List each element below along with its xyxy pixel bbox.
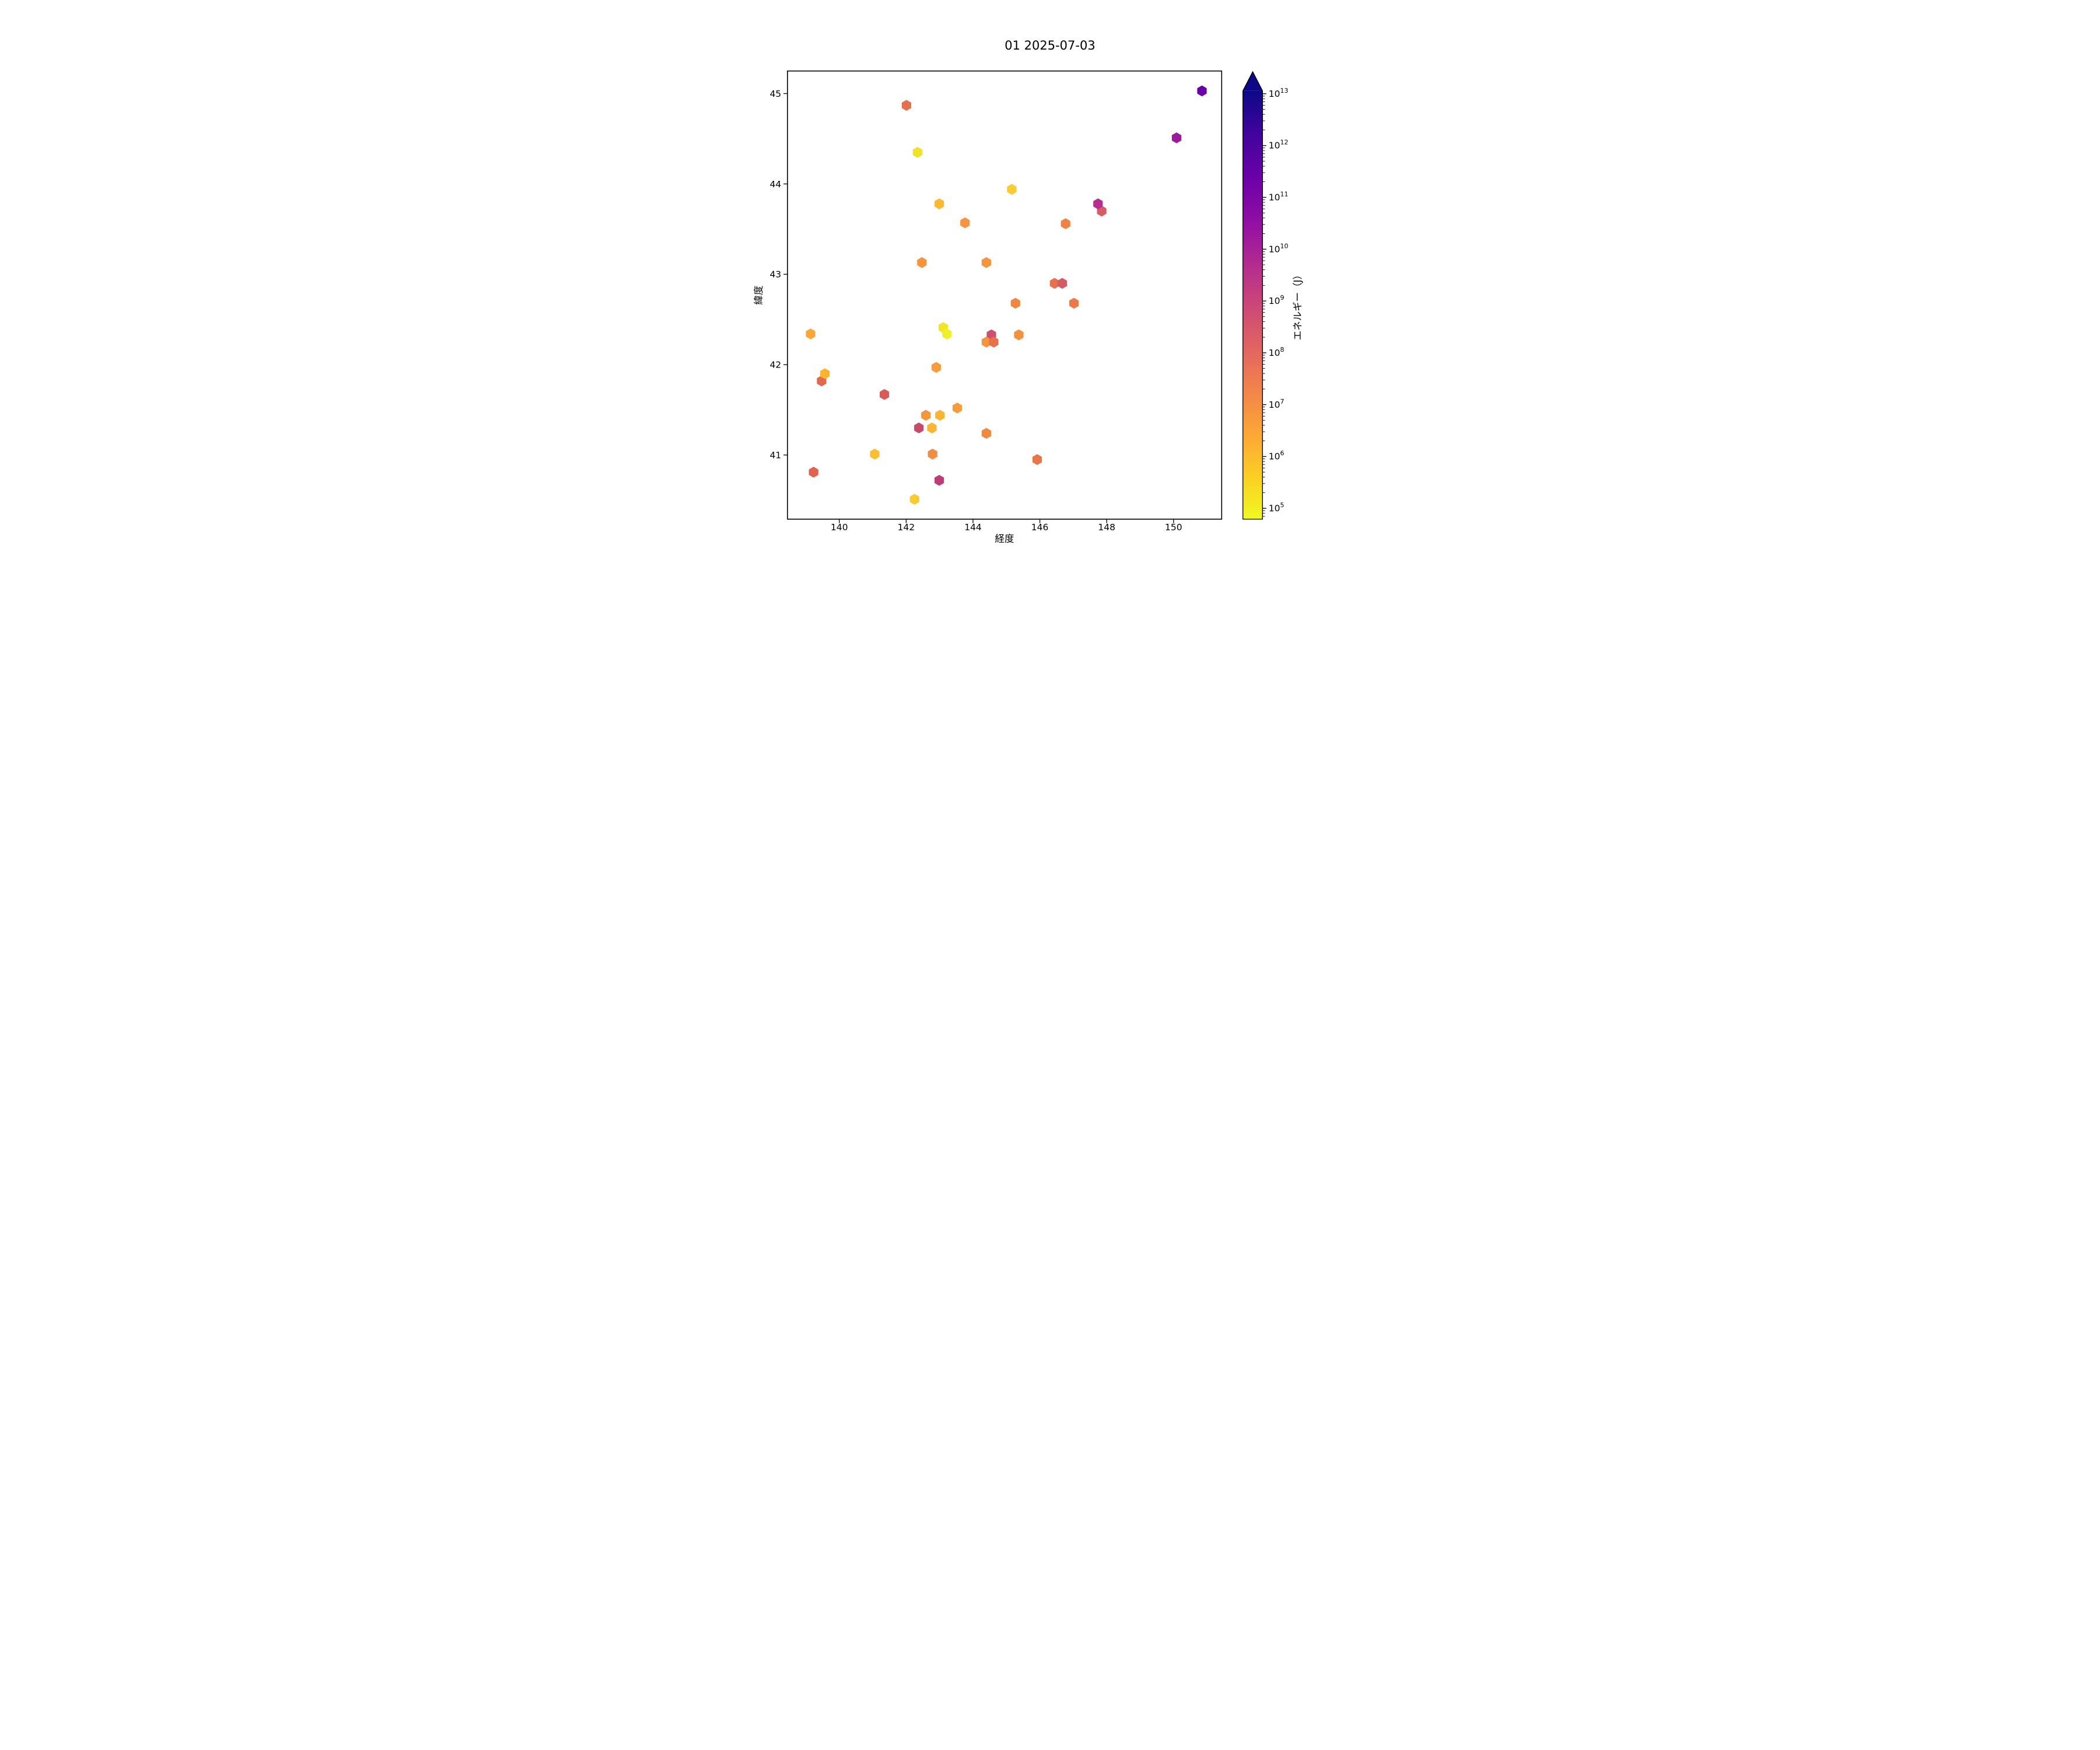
data-point-hexagon [880,389,890,400]
y-axis-ticks: 41 42 43 44 45 [770,89,788,461]
colorbar-ticks: 1013 1012 1011 1010 109 108 107 106 105 [1262,87,1289,517]
data-point-hexagon [1010,298,1020,309]
data-point-hexagon [931,362,942,373]
x-tick-label: 150 [1165,522,1182,533]
colorbar-tick-label: 1010 [1269,242,1289,254]
data-point-hexagon [1171,132,1182,144]
data-point-hexagon [912,146,922,158]
data-point-hexagon [1060,218,1070,229]
plot-frame [787,70,1223,520]
data-point-hexagon [935,198,944,209]
data-points-layer [806,85,1207,505]
data-point-hexagon [870,449,880,460]
data-point-hexagon [1014,329,1024,341]
colorbar-tick-label: 108 [1269,346,1284,358]
data-point-hexagon [935,410,945,421]
x-tick-label: 142 [898,522,915,533]
y-tick-label: 42 [770,360,782,370]
data-point-hexagon [928,449,937,460]
data-point-hexagon [1049,278,1059,289]
data-point-hexagon [1007,184,1017,195]
data-point-hexagon [935,475,944,486]
colorbar-tick-label: 1012 [1269,139,1289,151]
data-point-hexagon [820,368,830,379]
x-tick-label: 146 [1031,522,1049,533]
data-point-hexagon [952,402,963,414]
data-point-hexagon [942,328,952,340]
colorbar-tick-label: 106 [1269,450,1284,462]
data-point-hexagon [921,410,931,421]
colorbar-tick-label: 109 [1269,294,1284,306]
data-point-hexagon [917,257,927,268]
data-point-hexagon [981,428,992,439]
data-point-hexagon [909,494,919,505]
y-tick-label: 41 [770,450,782,461]
data-point-hexagon [914,422,924,433]
figure: 01 2025-07-03 140 142 144 146 148 150 41 42 43 4… [700,0,1400,583]
y-tick-label: 45 [770,89,782,99]
scatter-plot-svg: 01 2025-07-03 140 142 144 146 148 150 4142434… [753,38,1303,544]
x-tick-label: 148 [1098,522,1115,533]
data-point-hexagon [901,100,912,111]
data-point-hexagon [1057,278,1068,289]
colorbar-outline [1242,71,1263,520]
colorbar-tick-label: 1011 [1269,191,1289,203]
data-point-hexagon [808,467,818,478]
data-point-hexagon [981,257,992,268]
data-point-hexagon [1093,198,1103,209]
data-point-hexagon [927,422,937,433]
x-tick-label: 140 [831,522,848,533]
colorbar-label: エネルギー（J） [1292,270,1303,340]
colorbar-extend-arrow-icon [1242,72,1263,91]
colorbar-tick-label: 1013 [1269,87,1289,99]
data-point-hexagon [1197,85,1207,96]
data-point-hexagon [989,337,999,348]
y-tick-label: 43 [770,270,782,280]
colorbar-gradient-bar [1242,90,1263,519]
data-point-hexagon [806,328,816,340]
data-point-hexagon [1032,454,1042,465]
x-axis-ticks: 140 142 144 146 148 150 [831,519,1182,533]
figure-title: 01 2025-07-03 [1005,38,1095,52]
colorbar-tick-label: 105 [1269,502,1284,514]
colorbar-tick-label: 107 [1269,398,1284,410]
data-point-hexagon [1069,298,1079,309]
x-axis-label: 経度 [995,533,1014,544]
colorbar: 1013 1012 1011 1010 109 108 107 106 105 エネルギー（J） [1242,71,1303,520]
data-point-hexagon [960,217,970,229]
x-tick-label: 144 [964,522,982,533]
y-tick-label: 44 [770,179,782,190]
y-axis-label: 緯度 [753,286,764,305]
